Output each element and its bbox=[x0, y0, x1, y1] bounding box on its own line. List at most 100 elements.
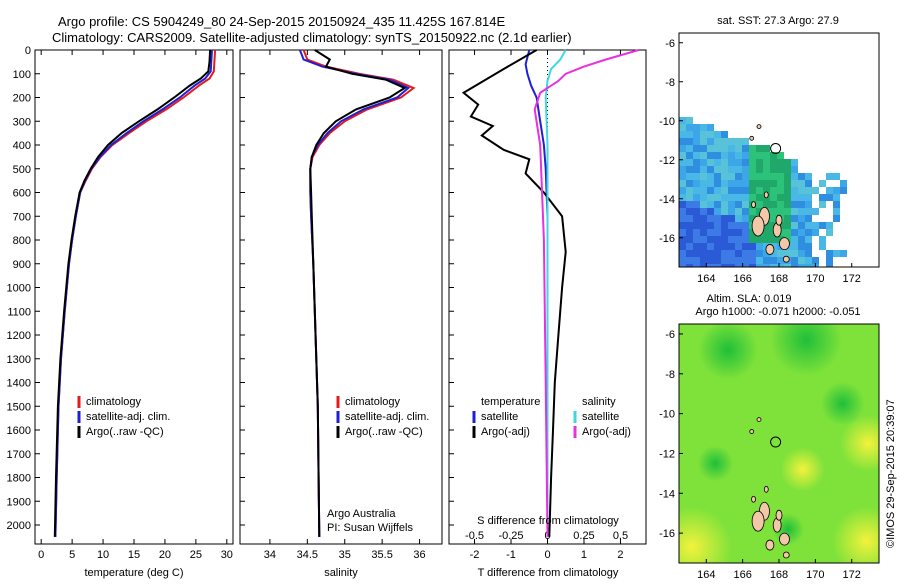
sst-cell-734 bbox=[742, 208, 749, 215]
sst-cell-712 bbox=[791, 201, 798, 208]
depth-ytick-label-1: 100 bbox=[13, 69, 31, 81]
sst-cell-618 bbox=[742, 180, 749, 187]
sst-cell-580 bbox=[679, 173, 686, 180]
sst-cell-587 bbox=[728, 173, 735, 180]
sst-cell-640 bbox=[693, 187, 700, 194]
sla-island-9 bbox=[749, 429, 755, 434]
sst-cell-822 bbox=[749, 229, 756, 236]
salinity-frame bbox=[239, 49, 443, 545]
sst-cell-713 bbox=[798, 201, 805, 208]
sst-cell-696 bbox=[679, 201, 686, 208]
sst-cell-913 bbox=[777, 250, 784, 257]
sst-cell-380 bbox=[700, 124, 707, 131]
sst-cell-676 bbox=[742, 194, 749, 201]
temp-xtick-label-3: 15 bbox=[128, 549, 140, 561]
sst-cell-437 bbox=[693, 138, 700, 145]
sst-cell-785 bbox=[693, 222, 700, 229]
sst-cell-842 bbox=[686, 236, 693, 243]
sst-cell-763 bbox=[742, 215, 749, 222]
sst-cell-963 bbox=[721, 264, 728, 267]
sst-cell-559 bbox=[735, 166, 742, 173]
sst-cell-627 bbox=[805, 180, 812, 187]
sst-cell-661 bbox=[840, 187, 847, 194]
sst-cell-648 bbox=[749, 187, 756, 194]
sst-cell-465 bbox=[686, 145, 693, 152]
sst-cell-594 bbox=[777, 173, 784, 180]
sst-cell-700 bbox=[707, 201, 714, 208]
sst-cell-602 bbox=[833, 173, 840, 180]
sst-cell-714 bbox=[805, 201, 812, 208]
diff-top-tick-label-4: 0.5 bbox=[613, 530, 628, 542]
sst-cell-625 bbox=[791, 180, 798, 187]
sst-cell-497 bbox=[707, 152, 714, 159]
depth-ytick-label-0: 0 bbox=[25, 45, 31, 57]
sst-cell-939 bbox=[756, 257, 763, 264]
sst-island-4 bbox=[765, 244, 775, 255]
sla-xtick-label-2: 168 bbox=[770, 569, 788, 580]
sst-cell-845 bbox=[707, 236, 714, 243]
header-line1: Argo profile: CS 5904249_80 24-Sep-2015 … bbox=[58, 14, 506, 29]
sst-cell-590 bbox=[749, 173, 756, 180]
sst-cell-566 bbox=[784, 166, 791, 173]
sst-cell-929 bbox=[686, 257, 693, 264]
sst-cell-598 bbox=[805, 173, 812, 180]
sst-cell-649 bbox=[756, 187, 763, 194]
sst-island-5 bbox=[775, 214, 783, 226]
sst-cell-876 bbox=[721, 243, 728, 250]
sst-cell-879 bbox=[742, 243, 749, 250]
sst-cell-464 bbox=[679, 145, 686, 152]
sst-cell-755 bbox=[686, 215, 693, 222]
sst-cell-681 bbox=[777, 194, 784, 201]
sst-cell-436 bbox=[686, 138, 693, 145]
sst-cell-936 bbox=[735, 257, 742, 264]
depth-ytick-label-4: 400 bbox=[13, 140, 31, 152]
sst-cell-740 bbox=[784, 208, 791, 215]
sla-map-islands bbox=[749, 417, 790, 559]
depth-ytick-label-15: 1500 bbox=[7, 401, 31, 413]
sla-blob-0 bbox=[679, 507, 732, 563]
sla-island-7 bbox=[763, 485, 769, 493]
imos-stamp: ©IMOS 29-Sep-2015 20:39:07 bbox=[885, 399, 897, 548]
sst-cell-801 bbox=[805, 222, 812, 229]
legend-temperature-heading: temperature bbox=[481, 396, 540, 408]
sst-cell-526 bbox=[707, 159, 714, 166]
sst-cell-560 bbox=[742, 166, 749, 173]
sst-cell-623 bbox=[777, 180, 784, 187]
difference-xlabel: T difference from climatology bbox=[478, 567, 619, 579]
sst-cell-957 bbox=[679, 264, 686, 267]
sst-cell-474 bbox=[749, 145, 756, 152]
temperature-panel: 0 5 10 15 20 25 30 0 100 200 300 400 500 600 700 800 90… bbox=[7, 45, 454, 579]
sst-island-10 bbox=[756, 124, 762, 129]
sst-cell-656 bbox=[805, 187, 812, 194]
sst-cell-783 bbox=[679, 222, 686, 229]
sst-cell-906 bbox=[728, 250, 735, 257]
sst-cell-886 bbox=[791, 243, 798, 250]
sst-cell-871 bbox=[686, 243, 693, 250]
sst-xtick-label-1: 166 bbox=[733, 273, 751, 285]
sst-cell-769 bbox=[784, 215, 791, 222]
sst-cell-553 bbox=[693, 166, 700, 173]
sst-cell-705 bbox=[742, 201, 749, 208]
sst-cell-476 bbox=[763, 145, 770, 152]
sst-cell-916 bbox=[798, 250, 805, 257]
depth-ytick-label-10: 1000 bbox=[7, 283, 31, 295]
sla-map-ticks: 164 166 168 170 172 -6 -8 -10 -12 -14 -16 bbox=[659, 329, 861, 581]
sst-cell-820 bbox=[735, 229, 742, 236]
sal-xtick-label-1: 34.5 bbox=[297, 549, 318, 561]
sst-cell-759 bbox=[714, 215, 721, 222]
sst-cell-501 bbox=[735, 152, 742, 159]
sst-cell-551 bbox=[679, 166, 686, 173]
annotation-pi: PI: Susan Wijffels bbox=[327, 522, 413, 534]
sla-island-4 bbox=[765, 539, 775, 551]
sst-cell-377 bbox=[679, 124, 686, 131]
sst-cell-799 bbox=[791, 222, 798, 229]
sst-cell-673 bbox=[721, 194, 728, 201]
sst-cell-669 bbox=[693, 194, 700, 201]
sst-cell-743 bbox=[805, 208, 812, 215]
sst-cell-379 bbox=[693, 124, 700, 131]
sst-cell-552 bbox=[686, 166, 693, 173]
sst-cell-815 bbox=[700, 229, 707, 236]
sst-cell-507 bbox=[777, 152, 784, 159]
sst-cell-922 bbox=[840, 250, 847, 257]
sla-ytick-label-1: -8 bbox=[665, 369, 675, 381]
